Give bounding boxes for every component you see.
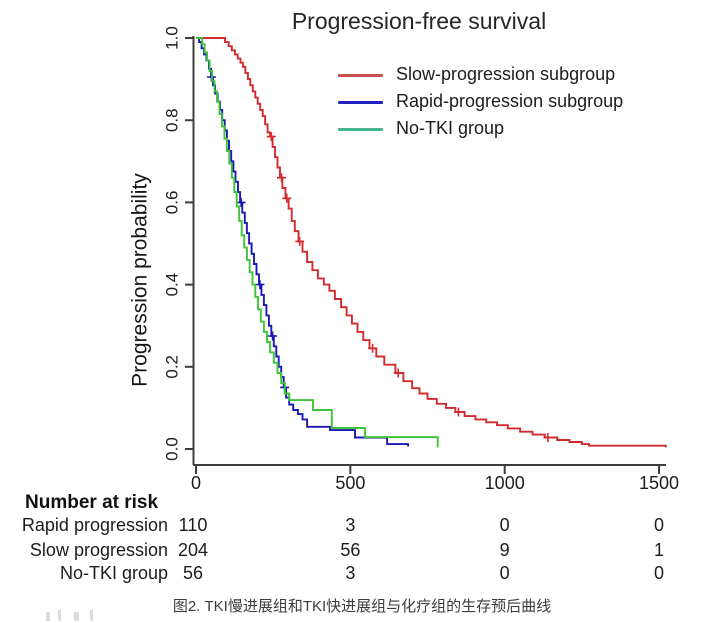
risk-value: 204 (177, 540, 209, 560)
legend-line-2 (338, 100, 383, 104)
survival-curve-1 (196, 37, 667, 448)
risk-table-header: Number at risk (25, 492, 159, 513)
x-tick-label: 1500 (639, 473, 679, 490)
legend-line-3 (338, 127, 383, 131)
risk-value: 9 (499, 540, 510, 560)
survival-curve-3 (196, 37, 439, 448)
x-tick-label: 1000 (485, 473, 525, 490)
y-tick-label: 0.2 (163, 355, 182, 379)
risk-value: 3 (345, 515, 356, 535)
y-tick-label: 0.6 (163, 191, 182, 215)
chart-title: Progression-free survival (291, 8, 547, 34)
risk-value: 56 (340, 540, 361, 560)
figure-caption: 图2. TKI慢进展组和TKI快进展组与化疗组的生存预后曲线 (172, 598, 552, 615)
risk-value: 56 (182, 563, 204, 583)
y-tick-label: 1.0 (163, 26, 182, 50)
risk-value: 0 (654, 563, 665, 583)
risk-row-label: No-TKI group (59, 563, 168, 583)
legend-line-1 (338, 73, 383, 77)
legend-label-1: Slow-progression subgroup (396, 64, 616, 84)
censor-marks-2 (206, 72, 290, 392)
risk-value: 1 (654, 540, 665, 560)
legend-label-2: Rapid-progression subgroup (396, 91, 624, 111)
km-plot: 0 500 1000 1500 0.0 0.2 0.4 0.6 0.8 1.0 Progressio… (129, 26, 680, 490)
y-tick-label: 0.8 (163, 108, 182, 132)
risk-row-label: Rapid progression (21, 515, 168, 535)
censor-marks-1 (266, 132, 553, 442)
y-axis-title: Progression probability (129, 173, 152, 387)
y-tick-label: 0.0 (163, 437, 182, 461)
risk-row-label: Slow progression (29, 540, 168, 560)
risk-value: 3 (345, 563, 356, 583)
x-tick-label: 0 (191, 473, 201, 490)
risk-value: 0 (499, 563, 510, 583)
risk-value: 110 (178, 515, 208, 535)
risk-value: 0 (499, 515, 510, 535)
risk-value: 0 (654, 515, 665, 535)
x-tick-label: 500 (335, 473, 365, 490)
legend-label-3: No-TKI group (396, 118, 505, 138)
y-tick-label: 0.4 (163, 273, 182, 297)
